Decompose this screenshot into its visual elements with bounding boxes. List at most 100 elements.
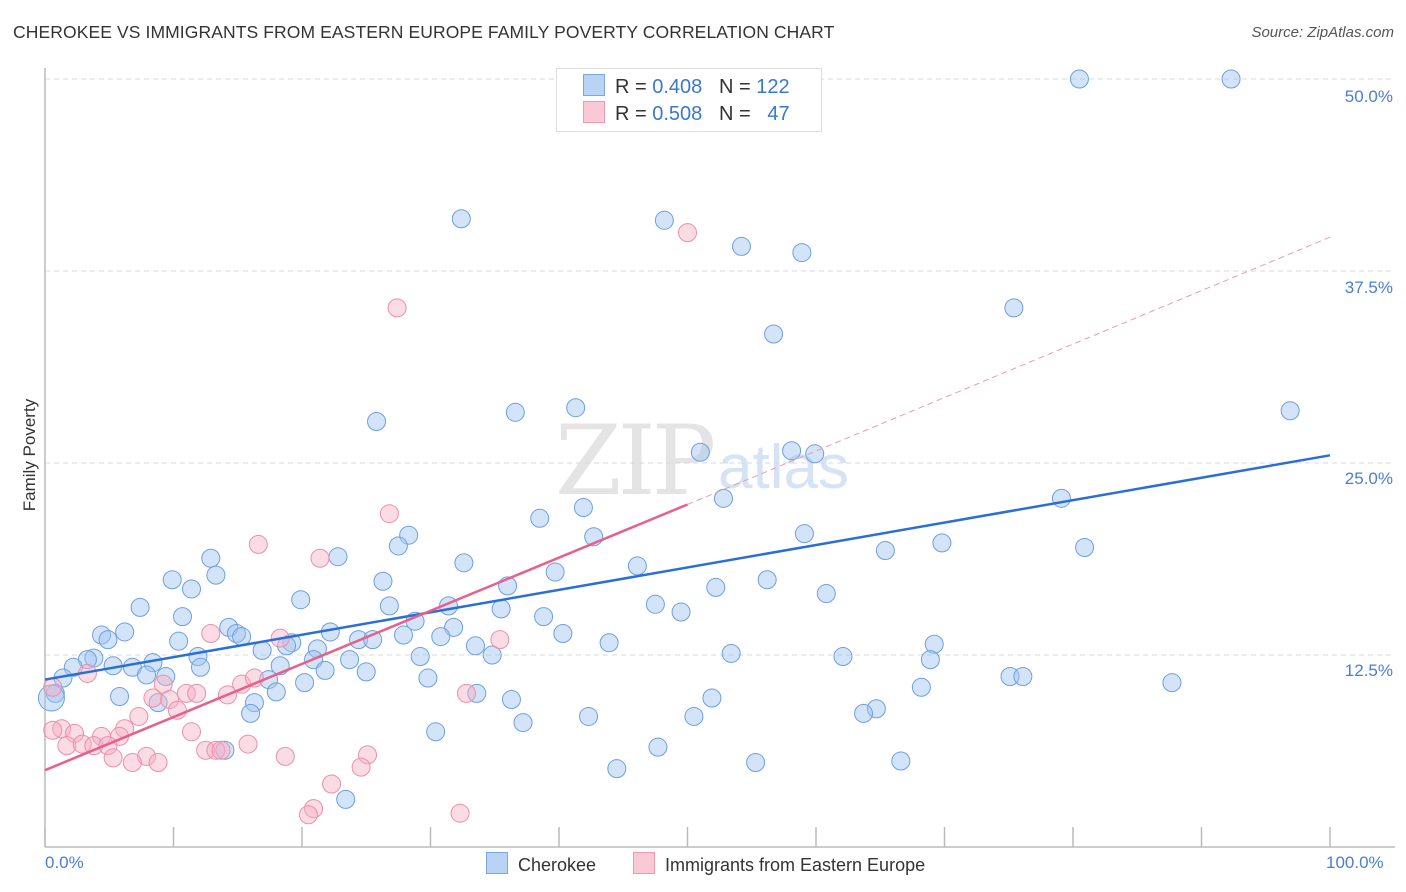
legend-label: Immigrants from Eastern Europe: [665, 855, 926, 875]
cherokee-point: [690, 442, 710, 462]
n-value: 47: [767, 103, 790, 125]
cherokee-point: [426, 722, 446, 742]
immigrants-point: [43, 720, 63, 740]
cherokee-point: [911, 677, 931, 697]
cherokee-point: [545, 562, 565, 582]
cherokee-point: [130, 597, 150, 617]
cherokee-point: [394, 625, 414, 645]
cherokee-point: [388, 536, 408, 556]
cherokee-point: [328, 547, 348, 567]
immigrants-point: [358, 745, 378, 765]
cherokee-point: [219, 617, 239, 637]
immigrants-point: [181, 722, 201, 742]
cherokee-point: [137, 665, 157, 685]
immigrants-point: [196, 740, 216, 760]
immigrants-point: [201, 623, 221, 643]
cherokee-point: [1013, 667, 1033, 687]
cherokee-point: [266, 682, 286, 702]
cherokee-point: [291, 590, 311, 610]
cherokee-point: [410, 647, 430, 667]
cherokee-point: [579, 706, 599, 726]
cherokee-point: [315, 660, 335, 680]
immigrants-point: [322, 774, 342, 794]
cherokee-point: [340, 650, 360, 670]
cherokee-point: [1221, 69, 1241, 89]
cherokee-point: [482, 645, 502, 665]
legend-swatch-blue: [583, 74, 605, 96]
x-tick-label: 100.0%: [1326, 853, 1384, 872]
cherokee-point: [190, 657, 210, 677]
cherokee-point: [599, 633, 619, 653]
legend-swatch-blue: [486, 852, 508, 874]
y-tick-label: 25.0%: [1344, 469, 1393, 488]
cherokee-point: [746, 753, 766, 773]
cherokee-point: [1075, 537, 1095, 557]
immigrants-point: [304, 799, 324, 819]
cherokee-point: [534, 607, 554, 627]
cherokee-point: [418, 668, 438, 688]
cherokee-point: [924, 634, 944, 654]
cherokee-point: [1280, 401, 1300, 421]
n-value: 122: [756, 76, 790, 98]
cherokee-point: [794, 524, 814, 544]
cherokee-point: [920, 650, 940, 670]
immigrants-trend-extension: [687, 236, 1331, 505]
immigrants-point: [176, 683, 196, 703]
immigrants-point: [43, 677, 63, 697]
cherokee-point: [1004, 298, 1024, 318]
cherokee-point: [1051, 488, 1071, 508]
cherokee-point: [169, 631, 189, 651]
x-tick-label: 0.0%: [45, 853, 84, 872]
cherokee-point: [764, 324, 784, 344]
cherokee-point: [607, 759, 627, 779]
cherokee-point: [201, 548, 221, 568]
cherokee-point: [513, 713, 533, 733]
cherokee-point: [706, 577, 726, 597]
cherokee-point: [241, 703, 261, 723]
y-tick-label: 50.0%: [1344, 87, 1393, 106]
cherokee-point: [115, 622, 135, 642]
watermark-atlas: atlas: [718, 433, 849, 502]
cherokee-point: [782, 441, 802, 461]
y-tick-label: 37.5%: [1344, 278, 1393, 297]
cherokee-point: [465, 636, 485, 656]
r-value: 0.408: [652, 76, 703, 98]
y-axis-label: Family Poverty: [20, 398, 39, 512]
cherokee-point: [156, 667, 176, 687]
immigrants-point: [206, 740, 226, 760]
cherokee-point: [110, 686, 130, 706]
immigrants-point: [310, 548, 330, 568]
cherokee-point: [713, 488, 733, 508]
immigrants-trend-line: [44, 503, 688, 772]
cherokee-point: [181, 579, 201, 599]
chart-title: CHEROKEE VS IMMIGRANTS FROM EASTERN EURO…: [13, 22, 835, 42]
cherokee-point: [373, 571, 393, 591]
legend-row-cherokee: R = 0.408 N = 122: [583, 74, 790, 100]
source-label: Source: ZipAtlas.com: [1251, 24, 1394, 41]
n-label: N =: [718, 103, 757, 125]
cherokee-point: [530, 508, 550, 528]
immigrants-point: [65, 723, 85, 743]
y-tick-label: 12.5%: [1344, 661, 1393, 680]
immigrants-point: [129, 706, 149, 726]
cherokee-point: [875, 541, 895, 561]
cherokee-point: [162, 570, 182, 590]
cherokee-point: [854, 703, 874, 723]
cherokee-point: [866, 699, 886, 719]
cherokee-point: [232, 627, 252, 647]
immigrants-point: [248, 534, 268, 554]
cherokee-point: [226, 623, 246, 643]
immigrants-point: [298, 805, 318, 825]
cherokee-point: [627, 556, 647, 576]
immigrants-point: [490, 630, 510, 650]
cherokee-point: [702, 688, 722, 708]
immigrants-point: [122, 753, 142, 773]
r-label: R =: [615, 76, 653, 98]
cherokee-point: [566, 398, 586, 418]
cherokee-point: [172, 607, 192, 627]
cherokee-point: [891, 751, 911, 771]
cherokee-point: [721, 643, 741, 663]
immigrants-point: [351, 757, 371, 777]
bottom-legend-cherokee: Cherokee: [486, 852, 596, 876]
